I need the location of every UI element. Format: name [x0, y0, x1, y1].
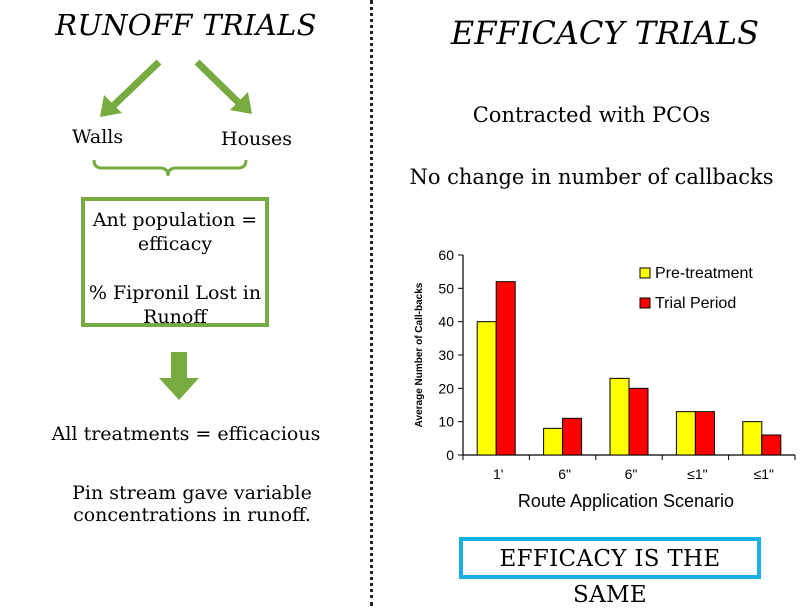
- bar-trial-period: [495, 281, 516, 456]
- bar-pre-treatment: [742, 421, 763, 456]
- arrow-to-houses: [194, 59, 243, 107]
- box-line-1: Ant population =: [92, 209, 258, 231]
- bar-pre-treatment: [609, 377, 630, 456]
- x-axis-label: Route Application Scenario: [518, 491, 734, 511]
- arrow-to-houses-head: [230, 92, 252, 114]
- y-tick-label: 10: [438, 414, 454, 430]
- no-change-text: No change in number of callbacks: [409, 165, 774, 189]
- bar-trial-period: [761, 434, 782, 456]
- runoff-trials-title: RUNOFF TRIALS: [55, 8, 317, 42]
- y-tick-label: 40: [438, 314, 454, 330]
- x-tick-label: 6": [558, 466, 571, 482]
- bar-trial-period: [562, 417, 583, 456]
- walls-label: Walls: [72, 126, 124, 148]
- y-tick-label: 20: [438, 380, 454, 396]
- contracted-text: Contracted with PCOs: [472, 103, 711, 127]
- legend-swatch-pre-treatment: [639, 267, 651, 279]
- y-tick-label: 30: [438, 347, 454, 363]
- legend-swatch-trial-period: [639, 297, 651, 309]
- y-tick-label: 0: [446, 447, 454, 463]
- bar-pre-treatment: [675, 411, 696, 456]
- note-line-2: concentrations in runoff.: [73, 504, 311, 526]
- pin-stream-note: Pin stream gave variable concentrations …: [0, 482, 384, 526]
- column-divider: [370, 0, 373, 606]
- x-tick-label: 1': [493, 466, 503, 482]
- efficacy-trials-title: EFFICACY TRIALS: [450, 14, 760, 52]
- efficacy-same-box: EFFICACY IS THE SAME: [459, 537, 761, 608]
- efficacious-result: All treatments = efficacious: [51, 423, 321, 445]
- down-arrow: [159, 352, 199, 400]
- ant-population-box: Ant population = efficacy % Fipronil Los…: [81, 197, 269, 328]
- note-line-1: Pin stream gave variable: [72, 482, 312, 504]
- y-axis-label: Average Number of Call-backs: [414, 282, 425, 427]
- box-line-4: Runoff: [143, 306, 207, 328]
- box-line-3: % Fipronil Lost in: [88, 282, 262, 304]
- legend-label-pre-treatment: Pre-treatment: [655, 265, 753, 282]
- legend-label-trial-period: Trial Period: [655, 295, 736, 312]
- x-tick-label: ≤1": [687, 466, 707, 482]
- bar-pre-treatment: [476, 321, 497, 456]
- bar-trial-period: [694, 411, 715, 456]
- left-arrows: [92, 59, 252, 400]
- houses-label: Houses: [221, 128, 292, 150]
- bar-trial-period: [628, 387, 649, 456]
- brace: [92, 159, 248, 177]
- arrow-to-walls: [109, 59, 162, 110]
- box-line-2: efficacy: [137, 233, 213, 255]
- bar-pre-treatment: [543, 427, 564, 456]
- y-tick-label: 60: [438, 247, 454, 263]
- arrow-to-walls-head: [100, 95, 122, 117]
- x-tick-label: ≤1": [754, 466, 774, 482]
- y-tick-label: 50: [438, 280, 454, 296]
- x-tick-label: 6": [625, 466, 638, 482]
- callbacks-bar-chart: 0 10 20 30 40 50 60 Average Number of Call-back…: [414, 247, 796, 511]
